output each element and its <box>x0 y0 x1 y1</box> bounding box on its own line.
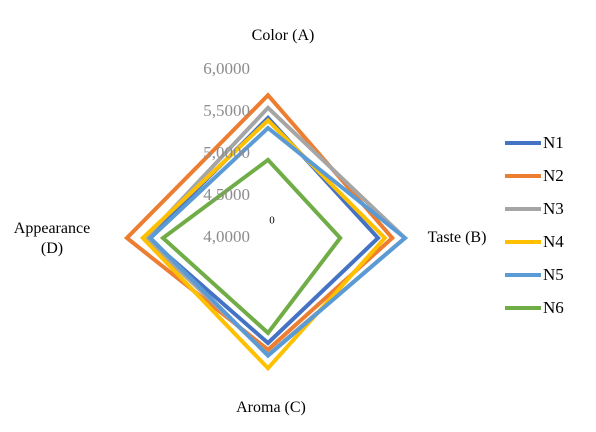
series-line <box>147 125 409 359</box>
category-label: Color (A) <box>251 27 315 44</box>
series-line <box>123 92 396 353</box>
series-line <box>144 115 381 346</box>
series-line <box>142 104 408 358</box>
r-tick-label: 5,5000 <box>203 101 250 120</box>
r-tick-label: 5,0000 <box>203 143 250 162</box>
r-tick-label: 4,5000 <box>203 185 250 204</box>
legend-label: N6 <box>543 298 564 317</box>
center-label: 0 <box>269 215 275 227</box>
legend-label: N2 <box>543 166 564 185</box>
r-tick-label: 6,0000 <box>203 59 250 78</box>
category-label: Aroma (C) <box>236 399 306 416</box>
series-line <box>159 157 343 336</box>
legend-label: N3 <box>543 199 564 218</box>
legend-label: N1 <box>543 133 564 152</box>
legend-label: N4 <box>543 232 564 251</box>
series-line <box>139 117 388 372</box>
r-tick-label: 4,0000 <box>203 227 250 246</box>
legend-label: N5 <box>543 265 564 284</box>
category-label: Taste (B) <box>427 229 487 246</box>
category-label: Appearance (D) <box>13 220 91 257</box>
